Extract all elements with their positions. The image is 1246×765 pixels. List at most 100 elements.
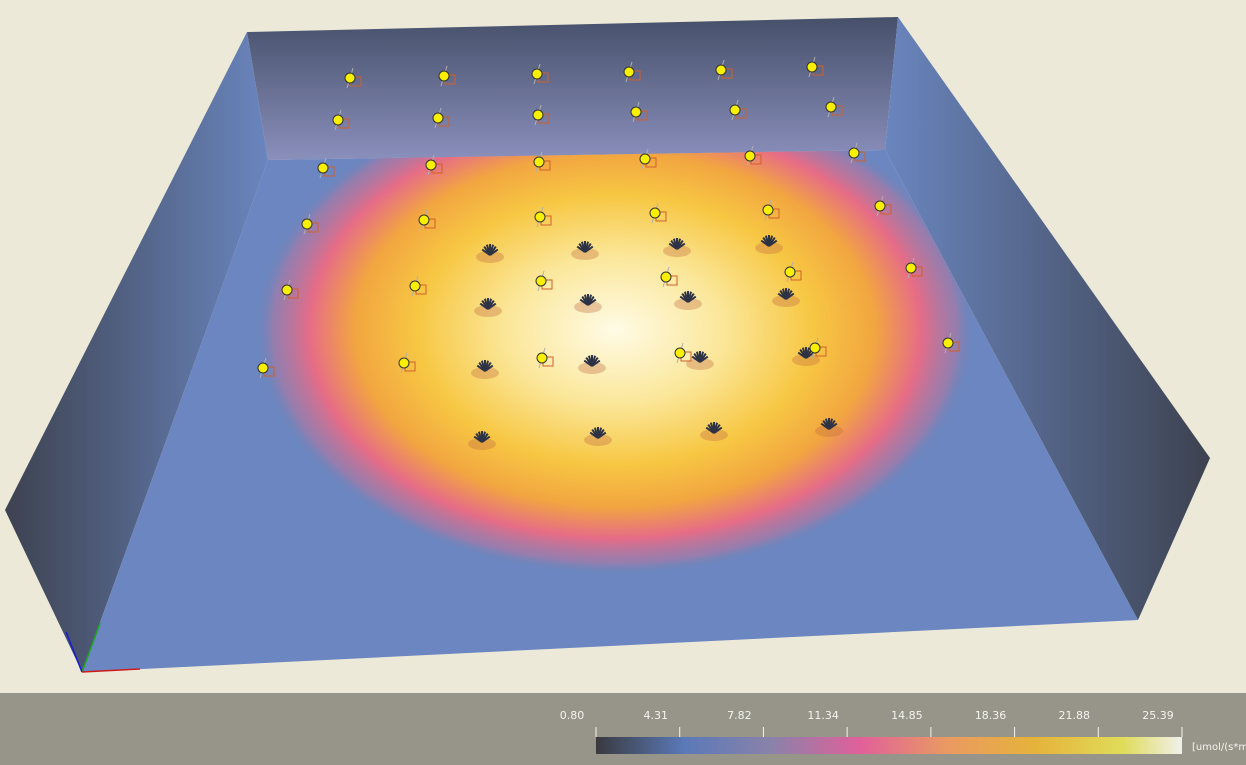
light bbox=[905, 257, 923, 279]
light bbox=[660, 266, 678, 288]
light-bulb bbox=[809, 342, 821, 354]
unit-label: [umol/(s*m2 bbox=[1192, 742, 1246, 753]
light-bulb bbox=[536, 352, 548, 364]
light bbox=[257, 357, 275, 379]
plant bbox=[755, 235, 783, 254]
light-bulb bbox=[674, 347, 686, 359]
light-bulb bbox=[398, 357, 410, 369]
light bbox=[744, 145, 762, 167]
light-bulb bbox=[623, 66, 635, 78]
plant bbox=[474, 298, 502, 317]
plant bbox=[476, 244, 504, 263]
plant-shadow bbox=[468, 438, 496, 450]
light-bulb bbox=[425, 159, 437, 171]
light bbox=[762, 199, 780, 221]
colorbar-tick-label: 4.31 bbox=[643, 709, 668, 722]
plant bbox=[584, 427, 612, 446]
plant-leaf bbox=[805, 351, 815, 359]
plant-shadow bbox=[792, 354, 820, 366]
plant-shadow bbox=[755, 242, 783, 254]
axis-y bbox=[81, 622, 101, 673]
light bbox=[301, 213, 319, 235]
plant-shadow bbox=[474, 305, 502, 317]
plant-leaf bbox=[687, 295, 697, 303]
light-bulb bbox=[744, 150, 756, 162]
axis-x bbox=[81, 668, 141, 673]
light bbox=[398, 352, 416, 374]
plant bbox=[700, 422, 728, 441]
colorbar-tick-label: 25.39 bbox=[1142, 709, 1174, 722]
plant bbox=[571, 241, 599, 260]
plant bbox=[578, 355, 606, 374]
colorbar-tick-label: 21.88 bbox=[1059, 709, 1091, 722]
light-bulb bbox=[874, 200, 886, 212]
plant-shadow bbox=[663, 245, 691, 257]
plant-shadow bbox=[578, 362, 606, 374]
colorbar-tick-label: 0.80 bbox=[560, 709, 585, 722]
plant-leaf bbox=[699, 355, 709, 363]
colorbar-ticks: 0.80 4.31 7.82 11.34 14.85 18.36 21.88 25.39 bbox=[560, 709, 1183, 737]
light-bulb bbox=[301, 218, 313, 230]
plant bbox=[792, 347, 820, 366]
plant-leaf bbox=[828, 422, 838, 430]
light bbox=[715, 59, 733, 81]
plant-leaf bbox=[785, 292, 795, 300]
light bbox=[531, 63, 549, 85]
light-bulb bbox=[942, 337, 954, 349]
light-bulb bbox=[905, 262, 917, 274]
light bbox=[532, 104, 550, 126]
plant-leaf bbox=[487, 302, 497, 310]
plant-leaf bbox=[484, 364, 494, 372]
plant-shadow bbox=[686, 358, 714, 370]
light-bulb bbox=[649, 207, 661, 219]
plant bbox=[686, 351, 714, 370]
light bbox=[639, 148, 657, 170]
light-bulb bbox=[332, 114, 344, 126]
plant-shadow bbox=[584, 434, 612, 446]
light bbox=[784, 261, 802, 283]
light-bulb bbox=[825, 101, 837, 113]
right-wall bbox=[885, 17, 1210, 620]
plant-leaf bbox=[584, 245, 594, 253]
light bbox=[535, 270, 553, 292]
light bbox=[332, 109, 350, 131]
plant bbox=[663, 238, 691, 257]
light-bulb bbox=[409, 280, 421, 292]
light-bulb bbox=[848, 147, 860, 159]
light-bulb bbox=[639, 153, 651, 165]
light bbox=[536, 347, 554, 369]
light-bulb bbox=[432, 112, 444, 124]
plant-leaf bbox=[597, 431, 607, 439]
plant bbox=[574, 294, 602, 313]
light-bulb bbox=[729, 104, 741, 116]
light bbox=[534, 206, 552, 228]
light bbox=[729, 99, 747, 121]
light-bulb bbox=[531, 68, 543, 80]
light-bulb bbox=[317, 162, 329, 174]
plant-shadow bbox=[700, 429, 728, 441]
plant-leaf bbox=[713, 426, 723, 434]
light bbox=[418, 209, 436, 231]
light-bulb bbox=[418, 214, 430, 226]
plant-shadow bbox=[571, 248, 599, 260]
left-wall bbox=[5, 32, 268, 672]
light-bulb bbox=[715, 64, 727, 76]
colorbar-tick-label: 18.36 bbox=[975, 709, 1007, 722]
light-bulb bbox=[630, 106, 642, 118]
light bbox=[533, 151, 551, 173]
light-bulb bbox=[438, 70, 450, 82]
light-bulb bbox=[533, 156, 545, 168]
plant bbox=[471, 360, 499, 379]
plant bbox=[674, 291, 702, 310]
plant-leaf bbox=[481, 435, 491, 443]
plant bbox=[815, 418, 843, 437]
plant-shadow bbox=[772, 295, 800, 307]
light-bulb bbox=[784, 266, 796, 278]
plant-leaf bbox=[768, 239, 778, 247]
light-bulb bbox=[281, 284, 293, 296]
light bbox=[942, 332, 960, 354]
light bbox=[281, 279, 299, 301]
plant-shadow bbox=[471, 367, 499, 379]
